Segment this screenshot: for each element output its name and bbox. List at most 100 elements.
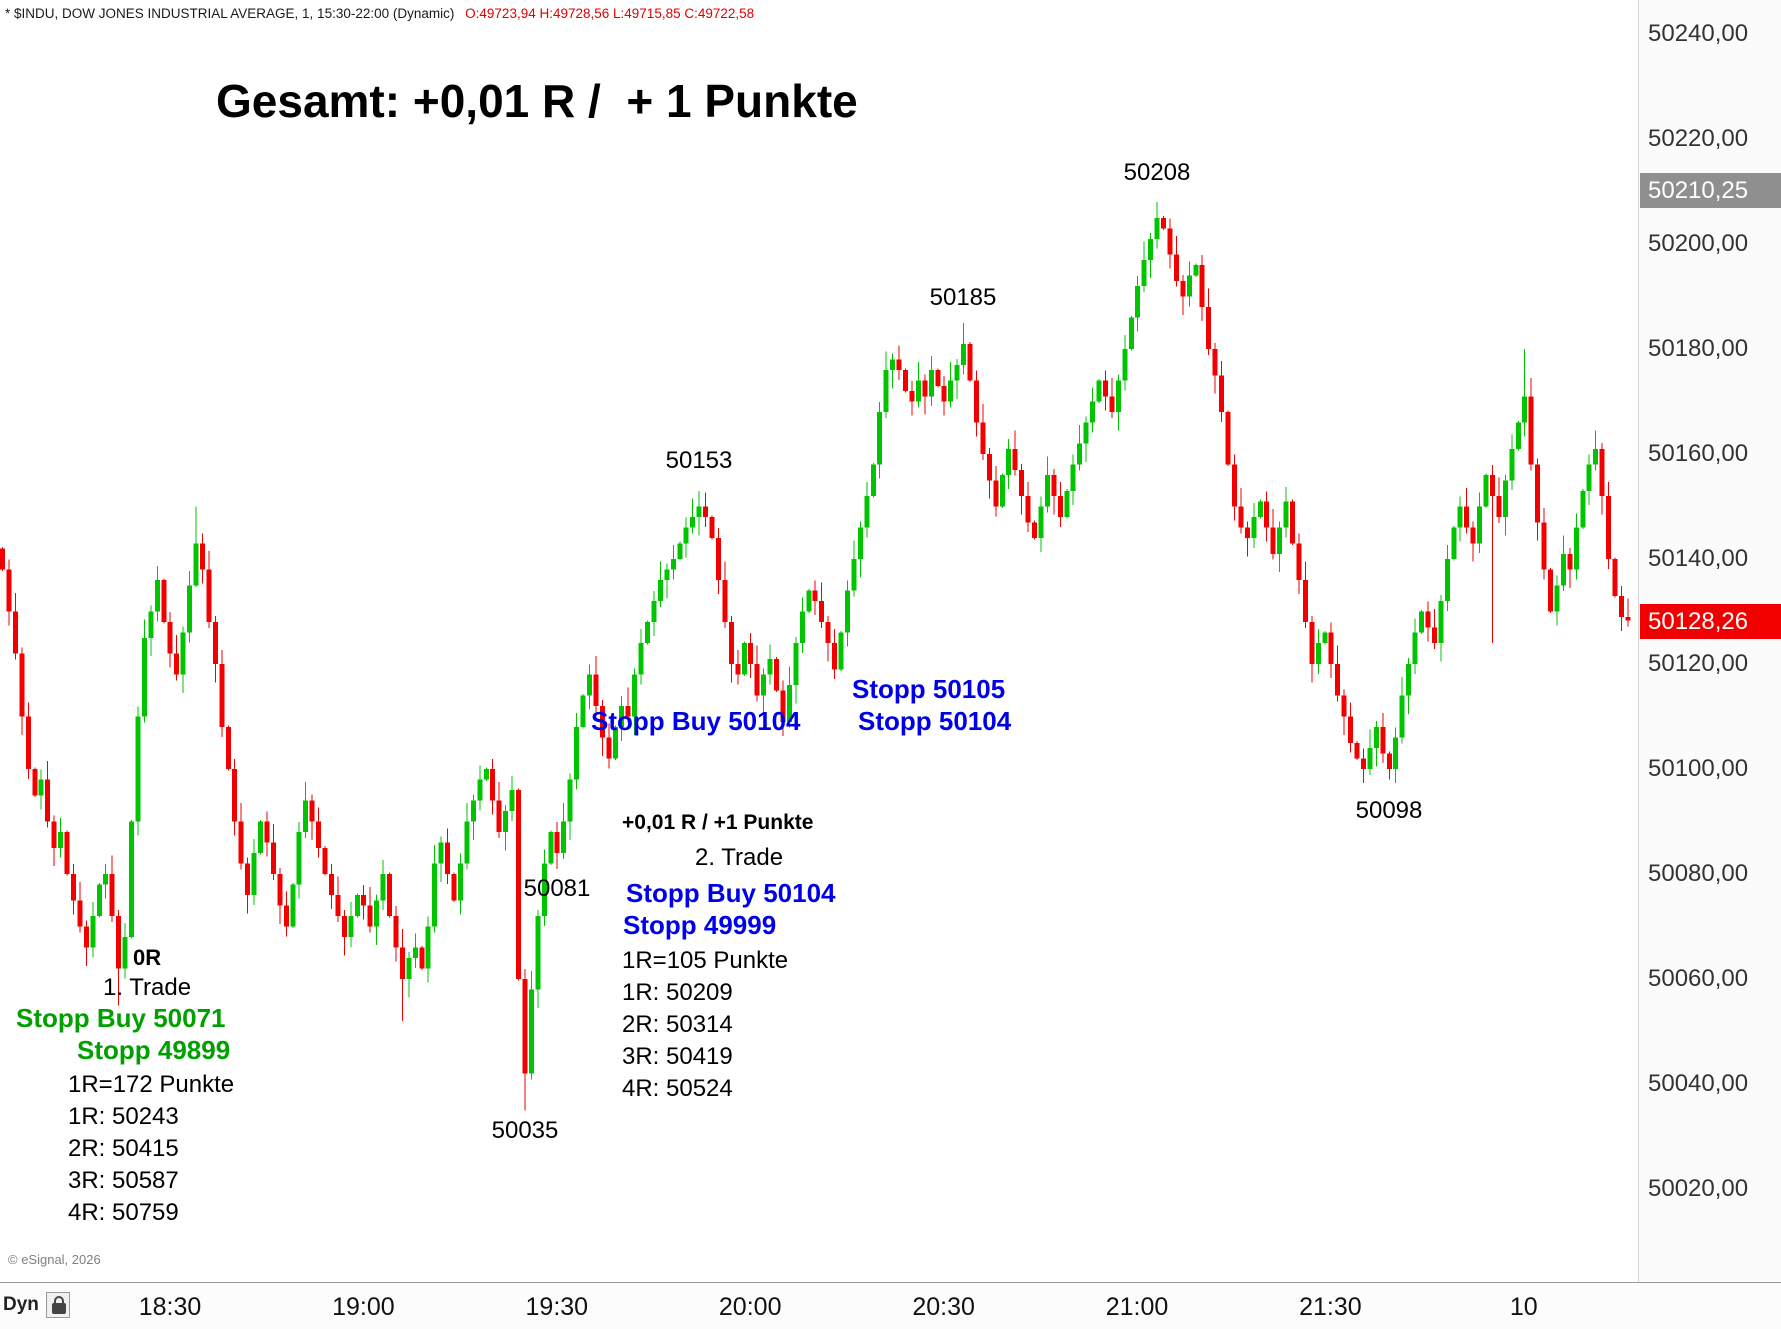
candle-down xyxy=(1528,396,1534,465)
candle-up xyxy=(954,364,960,381)
candle-down xyxy=(1019,469,1025,496)
candle-down xyxy=(1618,595,1624,617)
candle-up xyxy=(425,926,431,969)
candle-up xyxy=(406,958,412,979)
candle-down xyxy=(748,643,754,664)
candle-up xyxy=(90,916,96,948)
candle-up xyxy=(1406,664,1412,696)
candle-down xyxy=(264,821,270,843)
candle-down xyxy=(341,916,347,937)
candle-up xyxy=(1193,265,1199,276)
candle-down xyxy=(1025,496,1031,523)
candle-up xyxy=(961,343,967,365)
candle-down xyxy=(1212,349,1218,376)
candle-up xyxy=(1077,443,1083,465)
lock-icon[interactable] xyxy=(45,1292,70,1318)
candle-down xyxy=(935,370,941,386)
candle-up xyxy=(1393,737,1399,769)
price-tick: 50200,00 xyxy=(1648,230,1749,257)
candle-up xyxy=(1451,527,1457,559)
candle-up xyxy=(806,590,812,612)
candle-down xyxy=(1309,622,1315,664)
candle-up xyxy=(786,685,792,722)
candle-down xyxy=(1244,527,1250,538)
time-label: 20:30 xyxy=(912,1293,975,1321)
candle-down xyxy=(1489,475,1495,496)
candle-up xyxy=(761,674,767,696)
candle-down xyxy=(387,874,392,916)
candle-down xyxy=(1180,280,1186,297)
price-tick: 50220,00 xyxy=(1648,125,1749,152)
candle-down xyxy=(993,480,999,507)
candle-down xyxy=(1386,753,1392,769)
price-tick: 50240,00 xyxy=(1648,20,1749,47)
candle-down xyxy=(277,874,283,906)
candle-up xyxy=(799,611,805,643)
ref-price-badge: 50210,25 xyxy=(1640,173,1781,209)
candle-down xyxy=(174,653,180,675)
candle-up xyxy=(1006,448,1012,475)
price-axis[interactable]: 50210,25 50128,26 50240,00 50220,00 50200,… xyxy=(1638,0,1781,1282)
candle-down xyxy=(896,359,902,370)
candle-down xyxy=(70,874,76,901)
candle-up xyxy=(948,380,954,402)
candle-up xyxy=(1438,601,1444,643)
candle-up xyxy=(1580,490,1586,528)
candle-down xyxy=(445,842,451,874)
chart-area[interactable]: 50208 50185 50153 50081 50035 50098 Stopp 5010… xyxy=(0,0,1638,1282)
candle-down xyxy=(1167,228,1173,255)
candle-down xyxy=(83,926,89,948)
candle-down xyxy=(1360,758,1366,769)
candle-down xyxy=(1270,527,1276,554)
candle-up xyxy=(645,622,650,643)
price-tick: 50060,00 xyxy=(1648,965,1749,992)
candle-up xyxy=(180,632,186,675)
candle-up xyxy=(438,842,444,864)
candle-down xyxy=(116,916,122,969)
candle-down xyxy=(986,454,992,481)
candle-up xyxy=(1412,632,1418,664)
candle-down xyxy=(1612,559,1618,596)
candle-up xyxy=(561,821,567,853)
candle-down xyxy=(109,874,115,916)
candle-down xyxy=(64,832,70,874)
candle-up xyxy=(1477,506,1483,544)
chart-header: * $INDU, DOW JONES INDUSTRIAL AVERAGE, 1… xyxy=(5,6,754,21)
candle-up xyxy=(103,874,109,885)
time-axis[interactable]: Dyn 18:30 19:00 19:30 20:00 20:30 21:00 21:30 1… xyxy=(0,1282,1781,1329)
candle-down xyxy=(1535,464,1541,523)
candle-up xyxy=(632,674,638,717)
candle-up xyxy=(1044,475,1050,507)
candle-down xyxy=(309,800,315,822)
candle-down xyxy=(1548,569,1553,612)
candle-down xyxy=(6,569,12,612)
candle-down xyxy=(1425,611,1431,628)
candle-down xyxy=(1206,307,1212,349)
candle-up xyxy=(890,359,896,370)
candle-up xyxy=(483,769,489,780)
candle-up xyxy=(457,863,463,901)
candle-up xyxy=(1367,748,1373,769)
candle-down xyxy=(25,716,31,769)
candlestick-plot[interactable] xyxy=(0,0,1638,1282)
candle-up xyxy=(1186,275,1192,297)
time-label: 10 xyxy=(1509,1293,1538,1321)
candle-up xyxy=(141,637,147,717)
candle-up xyxy=(528,989,534,1074)
candle-down xyxy=(451,874,457,901)
candle-down xyxy=(335,895,341,916)
candle-up xyxy=(574,727,580,780)
candle-down xyxy=(322,847,328,874)
candle-down xyxy=(161,580,167,622)
dyn-session-control[interactable]: Dyn xyxy=(3,1292,70,1318)
candle-down xyxy=(1302,580,1308,622)
candle-up xyxy=(670,559,676,570)
candle-up xyxy=(1128,317,1134,349)
candle-up xyxy=(380,874,386,901)
candle-up xyxy=(586,674,592,696)
candle-down xyxy=(1328,632,1334,664)
candle-up xyxy=(1038,506,1044,538)
candle-up xyxy=(870,464,876,496)
candle-up xyxy=(1399,695,1405,738)
candle-down xyxy=(922,380,928,397)
